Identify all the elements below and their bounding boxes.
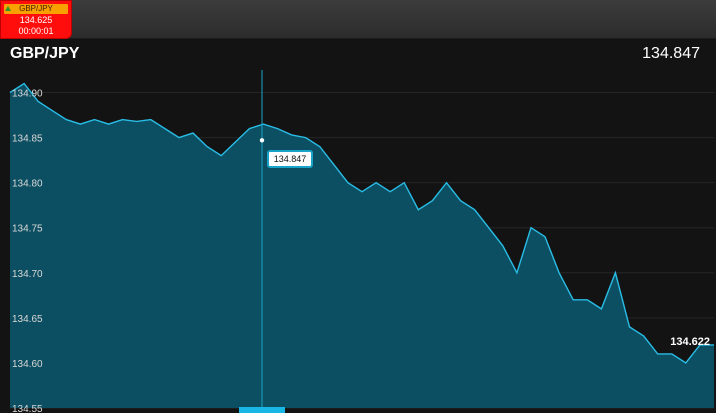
ticker-symbol: GBP/JPY	[19, 4, 53, 13]
y-tick-label: 134.70	[12, 269, 43, 280]
price-line	[9, 82, 714, 364]
y-tick-label: 134.55	[12, 404, 43, 413]
y-tick-label: 134.85	[12, 134, 43, 145]
ticker-time: 00:00:01	[18, 26, 54, 36]
crosshair-value-label: 134.847	[267, 150, 313, 168]
y-axis-ticks: 134.90 134.85 134.80 134.75 134.70 134.65 134.…	[12, 89, 43, 413]
ticker-widget[interactable]: GBP/JPY 134.625 00:00:01	[0, 0, 72, 39]
last-price-label: 134.622	[670, 336, 710, 348]
y-tick-label: 134.75	[12, 224, 43, 235]
ticker-header: GBP/JPY	[4, 4, 68, 14]
crosshair-point	[259, 138, 265, 143]
top-toolbar	[0, 0, 716, 39]
current-price: 134.847	[642, 45, 700, 62]
y-tick-label: 134.65	[12, 314, 43, 325]
y-tick-label: 134.90	[12, 89, 43, 100]
y-tick-label: 134.80	[12, 179, 43, 190]
y-tick-label: 134.60	[12, 359, 43, 370]
chart-title: GBP/JPY	[10, 45, 80, 62]
chart-scroll-thumb[interactable]	[239, 407, 285, 413]
up-arrow-icon	[5, 6, 11, 11]
ticker-price: 134.625	[19, 15, 53, 25]
price-area-fill	[10, 83, 714, 408]
